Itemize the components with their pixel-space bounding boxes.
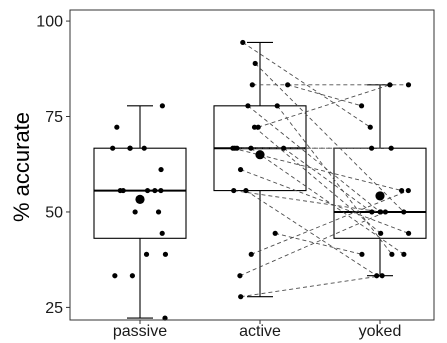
paired-line	[287, 84, 362, 107]
data-point-yoked	[377, 209, 384, 215]
data-point-active	[285, 82, 291, 88]
data-point-passive	[141, 145, 147, 151]
data-point-yoked	[401, 209, 407, 215]
box-iqr	[93, 147, 187, 239]
data-point-active	[248, 145, 254, 151]
data-point-yoked	[367, 124, 373, 130]
paired-line	[250, 147, 405, 255]
paired-line	[240, 169, 409, 234]
data-point-active	[281, 145, 287, 151]
data-point-yoked	[388, 145, 394, 151]
data-point-yoked	[359, 251, 365, 257]
plot-panel-border	[69, 9, 435, 321]
data-point-passive	[132, 209, 138, 215]
data-point-yoked	[374, 273, 380, 279]
data-point-active	[274, 103, 280, 109]
data-point-passive	[159, 103, 165, 109]
data-point-yoked	[368, 145, 375, 151]
paired-line	[247, 105, 381, 213]
data-point-yoked	[405, 82, 412, 88]
data-point-active	[248, 251, 254, 257]
data-point-passive	[159, 230, 165, 236]
plot-panel-background	[70, 10, 434, 320]
data-point-yoked	[358, 103, 365, 109]
data-point-passive	[143, 251, 150, 257]
data-point-active	[238, 294, 244, 300]
data-point-passive	[112, 273, 118, 279]
data-point-active	[272, 230, 278, 236]
y-tick-label: 25	[45, 300, 63, 317]
data-point-passive	[158, 166, 164, 173]
data-point-yoked	[405, 187, 411, 194]
mean-point-passive	[135, 194, 145, 204]
data-point-passive	[155, 209, 162, 215]
paired-lines	[232, 42, 409, 298]
data-points	[110, 39, 412, 321]
boxplot-passive	[93, 105, 187, 319]
data-point-passive	[114, 124, 120, 130]
y-axis: 25 50 75 100	[36, 14, 70, 317]
data-point-passive	[127, 145, 133, 151]
data-point-passive	[162, 251, 169, 257]
x-tick-label: passive	[113, 323, 167, 340]
data-point-passive	[152, 187, 158, 194]
y-axis-label: % accurate	[9, 112, 34, 222]
x-axis: passive active yoked	[113, 320, 401, 340]
data-point-active	[237, 166, 244, 173]
paired-line	[245, 190, 377, 277]
paired-line	[239, 211, 386, 277]
data-point-yoked	[379, 273, 385, 279]
data-point-passive	[129, 273, 135, 279]
data-point-active	[232, 145, 238, 151]
paired-line	[240, 275, 383, 298]
data-point-yoked	[389, 251, 395, 257]
data-point-passive	[110, 145, 116, 151]
data-point-active	[245, 103, 251, 109]
data-point-active	[252, 60, 258, 67]
paired-line	[233, 190, 381, 213]
data-point-active	[255, 124, 261, 130]
data-point-active	[237, 273, 243, 279]
data-point-passive	[162, 315, 168, 321]
data-point-passive	[158, 187, 164, 194]
y-tick-label: 100	[36, 14, 63, 31]
data-point-passive	[120, 187, 126, 194]
x-tick-label: active	[239, 323, 281, 340]
y-tick-label: 50	[45, 204, 63, 221]
data-point-yoked	[382, 209, 388, 215]
data-point-yoked	[401, 251, 407, 257]
x-tick-label: yoked	[359, 323, 402, 340]
mean-point-active	[255, 150, 265, 160]
data-point-active	[240, 39, 246, 46]
data-point-passive	[144, 187, 151, 194]
data-point-active	[251, 124, 258, 130]
data-point-yoked	[369, 209, 375, 215]
data-point-active	[231, 187, 237, 194]
y-tick-label: 75	[45, 109, 63, 126]
paired-line	[242, 42, 371, 128]
data-point-yoked	[406, 230, 412, 236]
paired-line	[251, 190, 409, 255]
mean-points	[135, 150, 385, 204]
paired-line	[258, 84, 391, 128]
paired-line	[276, 105, 393, 255]
data-point-yoked	[378, 230, 384, 236]
data-point-active	[249, 82, 255, 88]
data-point-active	[243, 187, 249, 194]
paired-line	[275, 232, 363, 255]
paired-line	[254, 63, 405, 213]
mean-point-yoked	[375, 191, 385, 201]
data-point-yoked	[387, 82, 393, 88]
data-point-yoked	[399, 187, 405, 194]
